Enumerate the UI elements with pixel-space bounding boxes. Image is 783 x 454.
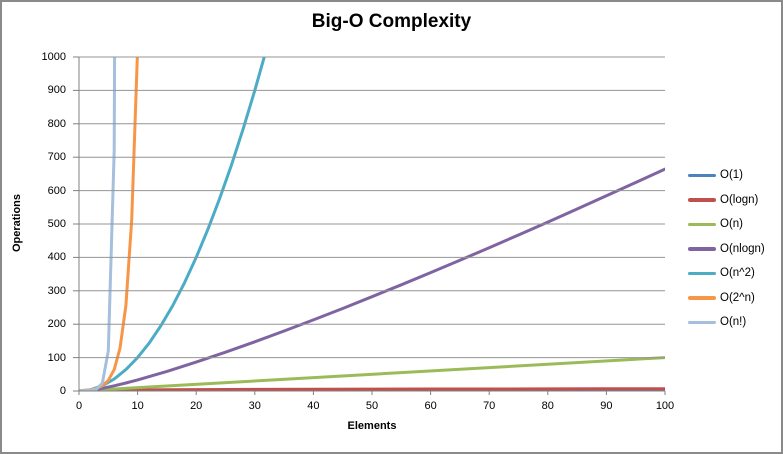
x-tick-label: 30 — [248, 400, 261, 412]
legend-label: O(2^n) — [720, 291, 755, 304]
legend-label: O(nlogn) — [720, 242, 765, 255]
legend-label: O(n) — [720, 218, 743, 231]
x-tick-label: 20 — [190, 400, 203, 412]
legend-item-o-1[interactable]: O(1) — [688, 163, 781, 188]
x-tick-label: 70 — [483, 400, 496, 412]
legend-item-o-nfact[interactable]: O(n!) — [688, 310, 781, 335]
y-tick-label: 500 — [47, 218, 66, 230]
legend-item-o-n[interactable]: O(n) — [688, 212, 781, 237]
series-lines-canvas — [79, 57, 665, 391]
legend-item-o-2n[interactable]: O(2^n) — [688, 286, 781, 311]
y-tick-label: 800 — [47, 117, 66, 130]
legend-line-swatch — [688, 222, 716, 226]
plot-area — [79, 57, 665, 391]
x-tick-label: 100 — [655, 400, 675, 412]
legend-line-swatch — [688, 296, 716, 300]
legend-label: O(n^2) — [720, 267, 755, 280]
series-line[interactable] — [79, 356, 665, 391]
series-line[interactable] — [79, 57, 267, 391]
legend: O(1) O(logn) O(n) O(nlogn) O(n^2) O(2^n)… — [688, 163, 781, 335]
x-axis-title: Elements — [347, 420, 397, 432]
y-tick-label: 100 — [47, 351, 66, 364]
legend-label: O(logn) — [720, 193, 759, 206]
x-tick-label: 60 — [424, 400, 437, 412]
legend-line-swatch — [688, 173, 716, 177]
x-tick-label: 80 — [541, 400, 554, 412]
series-line[interactable] — [79, 57, 120, 391]
legend-label: O(n!) — [720, 316, 747, 329]
x-tick-label: 40 — [307, 400, 320, 412]
legend-label: O(1) — [720, 169, 743, 182]
y-tick-label: 300 — [47, 284, 66, 297]
y-tick-label: 600 — [47, 184, 66, 197]
legend-line-swatch — [688, 271, 716, 275]
y-tick-label: 400 — [47, 251, 66, 264]
y-tick-label: 900 — [47, 84, 66, 97]
x-tick-label: 10 — [131, 400, 144, 412]
legend-line-swatch — [688, 320, 716, 324]
x-tick-label: 90 — [600, 400, 613, 412]
y-tick-label: 200 — [47, 318, 66, 331]
y-tick-label: 0 — [59, 385, 66, 397]
y-tick-label: 700 — [47, 151, 66, 164]
x-tick-label: 50 — [365, 400, 379, 412]
legend-line-swatch — [688, 247, 716, 251]
series-line[interactable] — [83, 167, 665, 391]
chart-title: Big-O Complexity — [311, 11, 472, 32]
legend-line-swatch — [688, 198, 716, 202]
y-tick-label: 1000 — [41, 51, 66, 63]
legend-item-o-nlogn[interactable]: O(nlogn) — [688, 237, 781, 262]
x-tick-label: 0 — [75, 400, 83, 412]
legend-item-o-n2[interactable]: O(n^2) — [688, 261, 781, 286]
legend-item-o-logn[interactable]: O(logn) — [688, 188, 781, 213]
